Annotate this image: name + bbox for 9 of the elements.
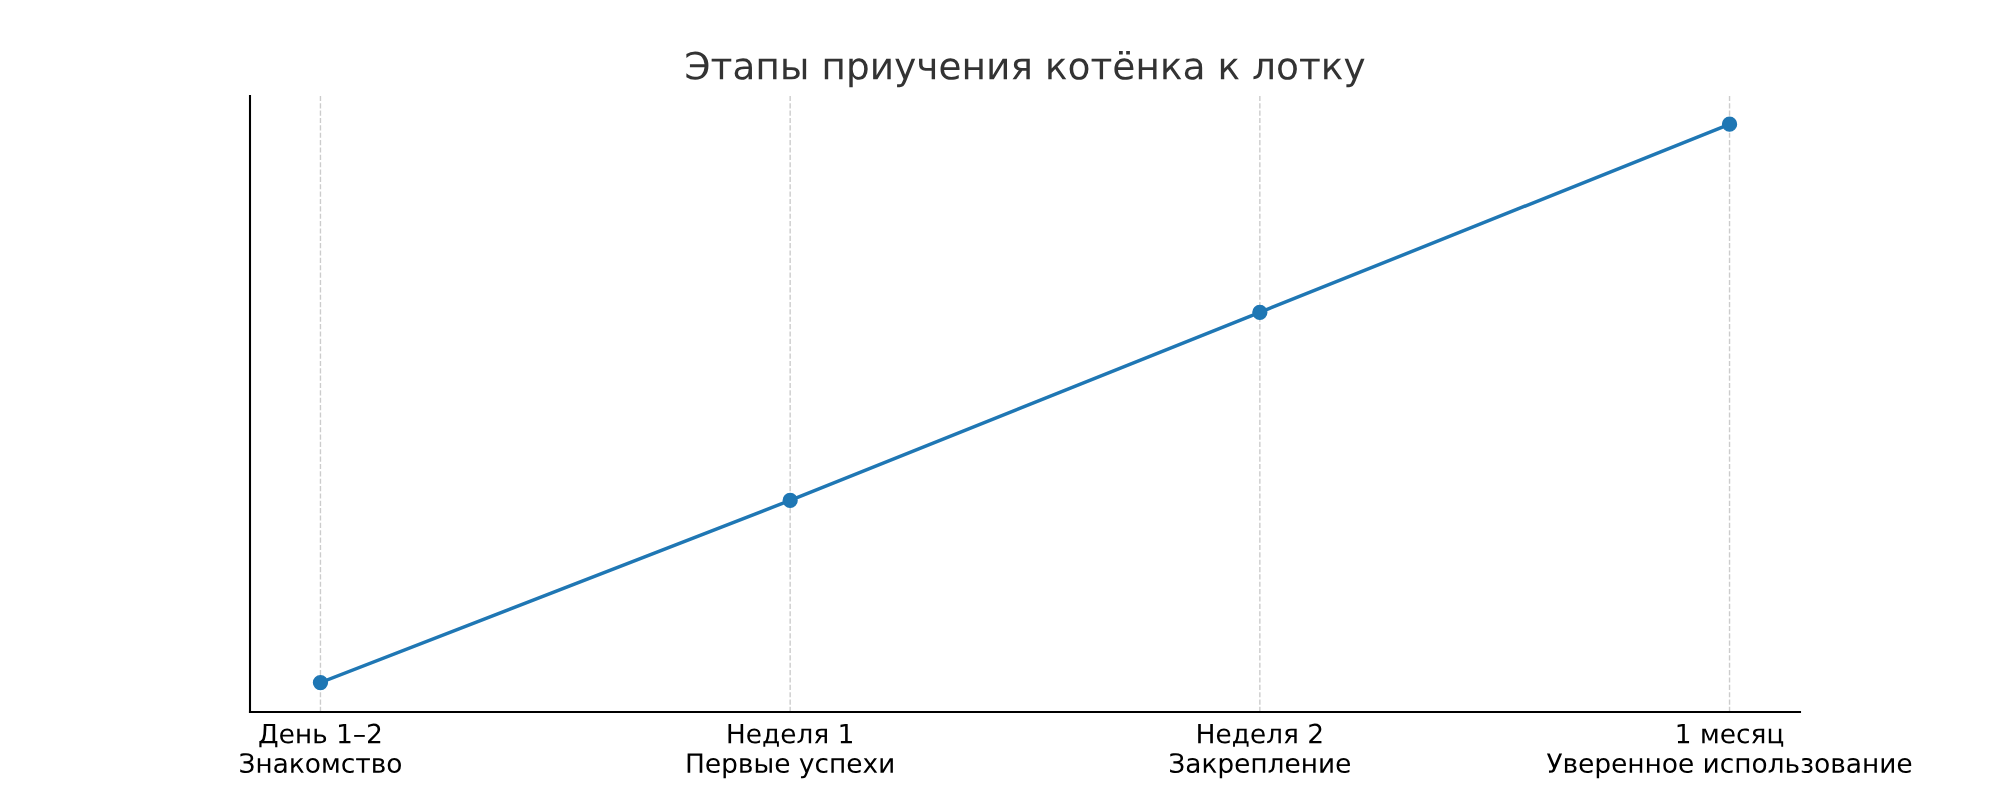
point — [312, 674, 329, 691]
point — [1721, 116, 1738, 132]
x-tick-label: Неделя 2 Закрепление — [1170, 723, 1350, 779]
x-tick-label: Неделя 1 Первые успехи — [687, 723, 893, 779]
x-tick-label: 1 месяц Уверенное использование — [1546, 723, 1912, 779]
x-tick-label: День 1–2 Знакомство — [240, 723, 401, 774]
chart-title: Этапы приучения котёнка к лотку — [686, 50, 1365, 88]
point — [782, 492, 798, 509]
point — [1252, 304, 1268, 320]
